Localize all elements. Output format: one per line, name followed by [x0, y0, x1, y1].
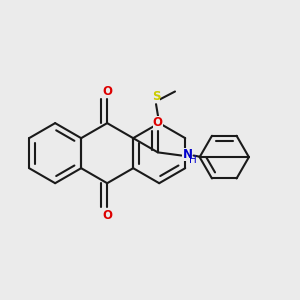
Text: O: O	[102, 85, 112, 98]
Text: N: N	[182, 148, 193, 161]
Text: S: S	[152, 90, 160, 103]
Text: O: O	[102, 209, 112, 222]
Text: H: H	[189, 155, 197, 165]
Text: O: O	[153, 116, 163, 129]
